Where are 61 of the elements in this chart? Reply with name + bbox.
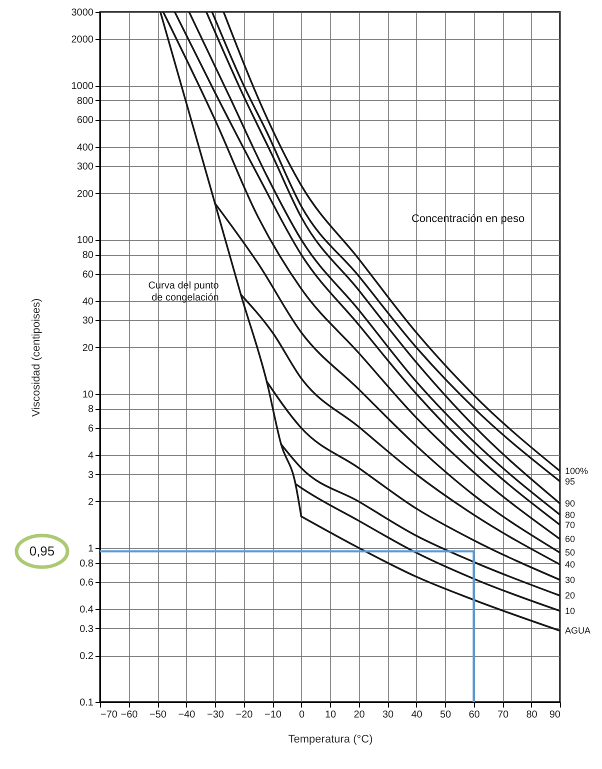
x-tick-label: −70 xyxy=(100,710,118,720)
y-tick-label: 2 xyxy=(88,496,94,508)
y-tick-label: 0.1 xyxy=(80,698,94,708)
y-tick-label: 8 xyxy=(88,404,94,416)
series-label: 100% xyxy=(565,466,588,476)
x-tick-label: 30 xyxy=(382,710,394,720)
x-tick-label: −30 xyxy=(207,710,224,720)
y-axis-title: Viscosidad (centipoises) xyxy=(30,298,42,417)
x-tick-label: −50 xyxy=(150,710,167,720)
y-tick-label: 1 xyxy=(88,543,94,554)
y-tick-label: 0.2 xyxy=(80,651,94,662)
y-tick-label: 3 xyxy=(88,470,94,481)
series-label: 70 xyxy=(565,520,576,530)
x-tick-label: 50 xyxy=(440,710,452,720)
series-label: 10 xyxy=(565,606,576,616)
y-tick-label: 60 xyxy=(82,269,94,280)
annotation: Concentración en peso xyxy=(411,213,525,225)
y-tick-label: 30 xyxy=(82,316,94,327)
y-tick-label: 800 xyxy=(76,96,94,107)
x-tick-label: 10 xyxy=(324,710,336,720)
series-label: 60 xyxy=(565,534,576,544)
x-tick-label: 90 xyxy=(549,710,561,720)
series-label: 50 xyxy=(565,548,576,558)
series-label: 40 xyxy=(565,560,576,570)
x-tick-label: −60 xyxy=(120,710,138,720)
y-tick-label: 20 xyxy=(82,342,94,354)
y-tick-label: 0.3 xyxy=(80,624,94,635)
y-tick-label: 80 xyxy=(82,250,94,262)
series-label: 20 xyxy=(565,590,576,601)
y-tick-label: 6 xyxy=(88,423,94,434)
y-tick-label: 0.8 xyxy=(80,558,94,570)
series-label: Curva del punto de congelación xyxy=(148,280,220,304)
x-tick-label: 80 xyxy=(526,710,538,720)
y-tick-label: 1000 xyxy=(71,81,94,92)
y-tick-label: 100 xyxy=(76,235,94,246)
x-tick-label: 0 xyxy=(298,710,305,720)
x-tick-label: 40 xyxy=(411,710,423,720)
x-tick-label: 70 xyxy=(497,710,509,720)
series-label: 80 xyxy=(565,510,576,520)
y-tick-label: 200 xyxy=(76,188,94,200)
text: 0,95 xyxy=(29,543,55,558)
series-label: 90 xyxy=(565,498,576,509)
x-tick-label: 60 xyxy=(468,710,480,720)
x-axis-title: Temperatura (°C) xyxy=(288,734,373,746)
y-tick-label: 4 xyxy=(88,450,94,462)
y-tick-label: 400 xyxy=(76,142,94,154)
y-tick-label: 0.6 xyxy=(80,578,94,589)
y-tick-label: 10 xyxy=(82,389,94,400)
x-tick-label: −20 xyxy=(236,710,254,720)
y-tick-label: 2000 xyxy=(71,34,94,46)
x-tick-label: −40 xyxy=(178,710,196,720)
series-label: AGUA xyxy=(565,626,591,636)
series-label: 30 xyxy=(565,574,576,585)
y-tick-label: 300 xyxy=(76,162,94,173)
y-tick-label: 0.4 xyxy=(80,604,94,616)
x-tick-label: −10 xyxy=(264,710,282,720)
y-tick-label: 600 xyxy=(76,115,94,126)
series-label: 95 xyxy=(565,476,576,486)
x-tick-label: 20 xyxy=(354,710,366,720)
y-tick-label: 3000 xyxy=(71,8,94,18)
y-tick-label: 40 xyxy=(82,296,94,308)
